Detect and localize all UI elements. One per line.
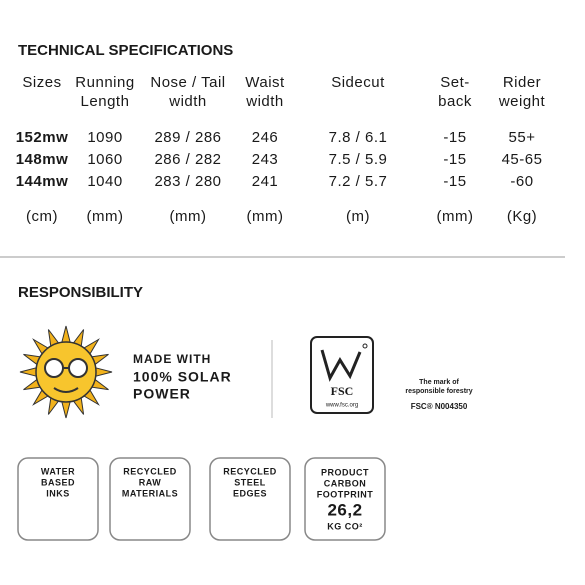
spec-value: 1040 [87, 173, 122, 190]
badge-text: MATERIALS [122, 488, 178, 498]
badge-text: 26,2 [327, 500, 362, 519]
column-header: Rider [503, 74, 541, 91]
badge-text: PRODUCT [321, 467, 369, 477]
spec-value: 246 [252, 129, 279, 146]
badge [109, 457, 191, 541]
badge-text: FOOTPRINT [317, 489, 374, 499]
responsibility-title: RESPONSIBILITY [18, 284, 143, 301]
spec-value: 7.2 / 5.7 [329, 173, 388, 190]
spec-value: 286 / 282 [154, 151, 221, 168]
fsc-mark: The mark of [419, 379, 459, 386]
badge-text: KG CO² [327, 521, 363, 531]
column-header: Sidecut [331, 74, 385, 91]
spec-value: 289 / 286 [154, 129, 221, 146]
column-header: Sizes [22, 74, 61, 91]
solar-text: 100% SOLAR [133, 369, 232, 385]
size-label: 152mw [16, 129, 69, 146]
badge-text: CARBON [324, 478, 367, 488]
badge-text: WATER [41, 466, 75, 476]
spec-value: 7.8 / 6.1 [329, 129, 388, 146]
column-header: Running [75, 74, 134, 91]
fsc-mark: responsible forestry [405, 388, 472, 395]
unit-label: (mm) [247, 208, 284, 225]
badge [209, 457, 291, 541]
spec-value: -15 [443, 173, 466, 190]
spec-value: 55+ [509, 129, 536, 146]
badge-text: RAW [139, 477, 162, 487]
unit-label: (cm) [26, 208, 58, 225]
spec-value: 1060 [87, 151, 122, 168]
size-label: 144mw [16, 173, 69, 190]
specs-title: TECHNICAL SPECIFICATIONS [18, 42, 233, 59]
spec-value: -60 [510, 173, 533, 190]
badge-text: RECYCLED [123, 466, 177, 476]
fsc-url: www.fsc.org [325, 403, 358, 409]
spec-value: 283 / 280 [154, 173, 221, 190]
column-header: weight [498, 93, 546, 110]
fsc-logo-text: FSC [331, 384, 354, 398]
badge-text: STEEL [234, 477, 266, 487]
badge-text: INKS [46, 488, 70, 498]
badge [17, 457, 99, 541]
column-header: Waist [245, 74, 285, 91]
column-header: width [168, 93, 207, 110]
solar-text: POWER [133, 386, 191, 402]
fsc-logo [310, 336, 374, 414]
unit-label: (mm) [170, 208, 207, 225]
size-label: 148mw [16, 151, 69, 168]
unit-label: (Kg) [507, 208, 537, 225]
badge [304, 457, 386, 541]
unit-label: (m) [346, 208, 370, 225]
unit-label: (mm) [437, 208, 474, 225]
column-header: Length [81, 93, 130, 110]
column-header: Set- [440, 74, 470, 91]
badge-text: EDGES [233, 488, 267, 498]
sun-logo [19, 325, 113, 419]
spec-value: 45-65 [502, 151, 543, 168]
column-header: Nose / Tail [150, 74, 225, 91]
spec-value: 1090 [87, 129, 122, 146]
badge-text: RECYCLED [223, 466, 277, 476]
solar-text: MADE WITH [133, 352, 211, 366]
spec-value: 243 [252, 151, 279, 168]
column-header: width [245, 93, 284, 110]
fsc-code: FSC® N004350 [411, 402, 468, 411]
badge-text: BASED [41, 477, 75, 487]
column-header: back [438, 93, 472, 110]
spec-value: 241 [252, 173, 279, 190]
spec-value: 7.5 / 5.9 [329, 151, 388, 168]
unit-label: (mm) [87, 208, 124, 225]
spec-value: -15 [443, 129, 466, 146]
spec-value: -15 [443, 151, 466, 168]
